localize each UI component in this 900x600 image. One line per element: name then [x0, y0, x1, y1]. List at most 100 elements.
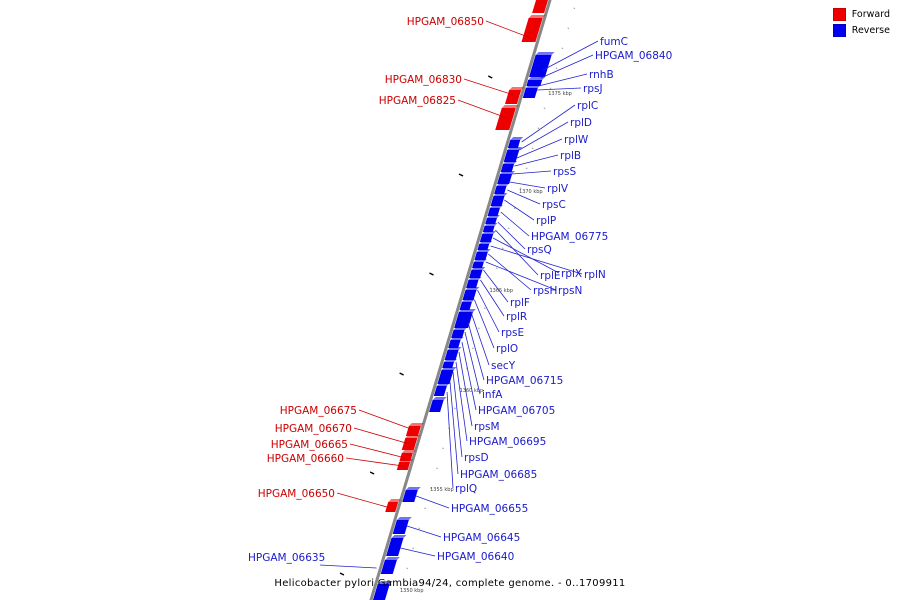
- forward-gene-block: [396, 459, 414, 470]
- forward-gene-block: [532, 0, 549, 13]
- reverse-gene-block: [466, 277, 482, 288]
- minor-tick: [400, 587, 403, 590]
- label-leader: [512, 170, 552, 175]
- gene-label-reverse: rpsS: [553, 166, 576, 178]
- reverse-gene-block: [442, 359, 457, 368]
- label-leader: [487, 253, 532, 291]
- legend-forward: Forward: [832, 8, 890, 21]
- reverse-gene-block-top: [471, 267, 486, 270]
- major-tick: [369, 471, 375, 475]
- reverse-gene-block-top: [484, 223, 498, 226]
- forward-gene-block-face: [405, 426, 421, 436]
- legend: Forward Reverse: [832, 8, 890, 40]
- reverse-gene-block-face: [522, 88, 538, 98]
- reverse-gene-block-top: [493, 193, 508, 196]
- minor-tick: [424, 507, 427, 510]
- minor-tick: [442, 447, 444, 450]
- backbone-ticks: [339, 7, 576, 590]
- forward-gene-block-face: [385, 502, 399, 512]
- reverse-gene-block-face: [503, 150, 520, 162]
- forward-gene-block-top: [408, 423, 424, 426]
- major-tick: [487, 75, 493, 79]
- reverse-gene-block-face: [459, 302, 472, 310]
- reverse-gene-block-face: [448, 340, 461, 348]
- gene-label-reverse: HPGAM_06655: [451, 503, 528, 515]
- forward-gene-block-top: [388, 499, 402, 502]
- gene-label-reverse: HPGAM_06840: [595, 50, 672, 62]
- minor-tick: [531, 147, 534, 150]
- gene-label-reverse: rplE: [540, 270, 561, 282]
- reverse-gene-block: [402, 487, 421, 502]
- gene-label-reverse: rplD: [570, 117, 592, 129]
- label-leader: [457, 99, 507, 119]
- genome-backbone: [369, 0, 552, 600]
- reverse-gene-block: [392, 517, 412, 534]
- legend-reverse: Reverse: [832, 24, 890, 37]
- minor-tick: [537, 127, 540, 130]
- reverse-gene-block-face: [507, 140, 521, 148]
- minor-tick: [525, 167, 528, 170]
- reverse-gene-block: [469, 267, 486, 278]
- reverse-gene-block: [494, 183, 510, 194]
- reverse-gene-block-face: [490, 196, 505, 206]
- minor-tick: [543, 107, 546, 110]
- reverse-gene-block-top: [384, 557, 400, 560]
- reverse-gene-block: [482, 223, 498, 232]
- legend-reverse-label: Reverse: [851, 25, 890, 36]
- label-leader: [497, 221, 526, 250]
- gene-label-reverse: secY: [491, 360, 516, 372]
- reverse-gene-block-face: [469, 270, 483, 278]
- gene-labels: fumC HPGAM_06840 rnhB rpsJ rplC rplD rplW rplB r…: [248, 16, 672, 564]
- major-tick: [429, 272, 434, 276]
- forward-gene-block-top: [528, 15, 546, 18]
- minor-tick: [483, 307, 486, 310]
- forward-gene-block-face: [532, 0, 549, 13]
- reverse-gene-block-face: [482, 226, 495, 232]
- gene-label-reverse: rpsC: [542, 199, 566, 211]
- major-tick: [339, 572, 345, 576]
- minor-tick: [418, 527, 421, 530]
- reverse-gene-block-face: [479, 234, 494, 242]
- label-leader: [516, 138, 563, 159]
- gene-label-reverse: rpsM: [474, 421, 500, 433]
- forward-gene-block: [521, 15, 546, 42]
- reverse-gene-block-top: [436, 383, 450, 386]
- label-leader: [514, 154, 559, 167]
- minor-tick: [436, 467, 438, 470]
- gene-label-forward: HPGAM_06660: [267, 453, 344, 465]
- reverse-gene-block-top: [443, 359, 457, 362]
- label-leader: [492, 237, 560, 274]
- forward-gene-block: [385, 499, 402, 512]
- gene-label-reverse: rplW: [564, 134, 589, 146]
- reverse-gene-block-face: [386, 538, 404, 556]
- label-leader: [521, 104, 576, 143]
- reverse-gene-block-top: [503, 161, 518, 164]
- reverse-gene-block: [386, 535, 407, 556]
- label-leader: [519, 121, 569, 151]
- gene-label-reverse: rpsJ: [583, 83, 603, 95]
- reverse-gene-block: [451, 327, 468, 338]
- minor-tick: [501, 247, 504, 250]
- reverse-gene-block-face: [402, 490, 418, 502]
- gene-label-reverse: rplP: [536, 215, 556, 227]
- reverse-gene-block-face: [526, 80, 543, 86]
- reverse-gene-block: [459, 299, 475, 310]
- major-tick: [458, 173, 464, 177]
- reverse-gene-block-face: [494, 186, 507, 194]
- label-leaders: [319, 20, 599, 569]
- forward-gene-block-top: [401, 450, 416, 453]
- reverse-gene-block-top: [450, 337, 464, 340]
- label-leader: [349, 443, 406, 459]
- reverse-gene-block-top: [525, 85, 541, 88]
- reverse-gene-block-top: [479, 241, 493, 244]
- minor-tick: [555, 67, 558, 70]
- label-leader: [446, 391, 454, 489]
- gene-label-reverse: HPGAM_06685: [460, 469, 537, 481]
- reverse-gene-block-face: [372, 584, 390, 600]
- gene-label-reverse: HPGAM_06695: [469, 436, 546, 448]
- reverse-gene-block-face: [466, 280, 479, 288]
- map-caption: Helicobacter pylori Gambia94/24, complet…: [274, 578, 626, 589]
- gene-label-reverse: rplQ: [455, 483, 477, 495]
- label-leader: [500, 211, 530, 237]
